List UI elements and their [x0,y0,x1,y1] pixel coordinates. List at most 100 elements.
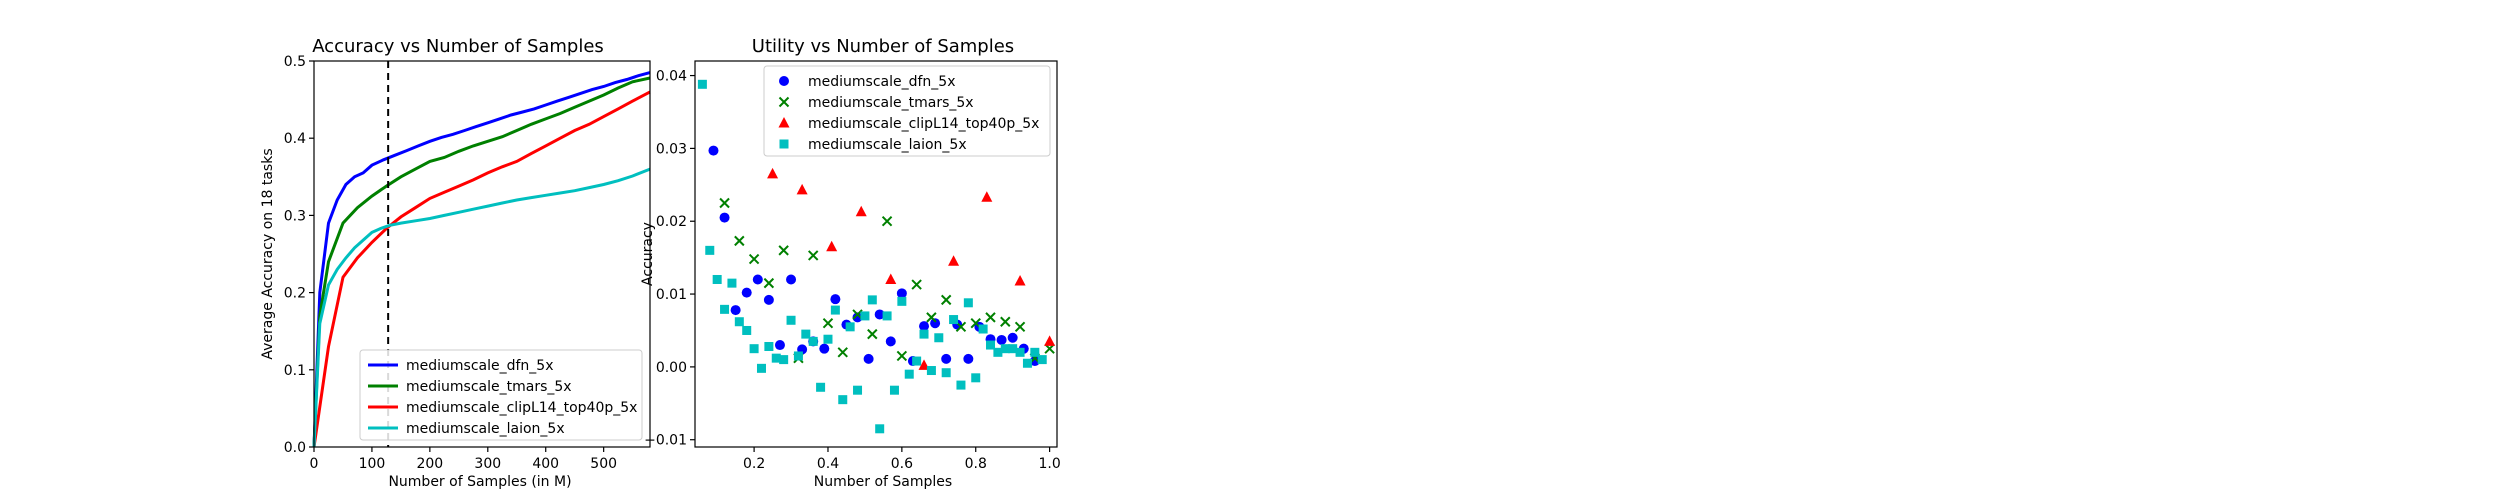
chart2-point-series-0 [930,318,941,329]
chart1-x-tick-label: 0 [310,456,319,472]
chart1-x-axis-label: Number of Samples (in M) [388,474,571,490]
chart2-point-series-2 [855,205,867,217]
chart2-legend-swatch [779,76,789,86]
chart1-legend-label: mediumscale_dfn_5x [406,358,554,374]
chart2-point-series-3 [764,341,774,351]
chart1-y-tick-label: 0.2 [284,286,306,302]
chart1-series-line-3 [312,167,651,448]
chart2-point-series-3 [963,298,973,308]
chart2-x-tick-label: 1.0 [1038,456,1060,472]
chart2-point-series-3 [882,311,892,321]
chart2-point-series-1 [748,253,760,265]
chart2-point-series-3 [808,336,818,346]
chart2-x-tick-label: 0.8 [965,456,987,472]
chart2-point-series-3 [779,355,789,365]
chart2-point-series-3 [912,356,922,366]
chart2-point-series-3 [1030,347,1040,357]
chart2-point-series-1 [763,277,775,289]
chart2-legend-swatch [779,139,789,149]
chart2-point-series-0 [819,343,830,354]
chart2-point-series-1 [867,328,878,340]
chart2-point-series-3 [867,295,877,305]
chart2-legend-swatch [778,117,790,128]
chart1-legend-label: mediumscale_tmars_5x [406,379,572,395]
chart2-legend-label: mediumscale_clipL14_top40p_5x [808,116,1039,132]
chart2-point-series-0 [719,212,730,223]
chart2-point-series-3 [793,351,803,361]
chart2-x-axis-label: Number of Samples [814,474,952,490]
chart2-point-series-1 [837,347,848,358]
chart2-point-series-0 [963,353,974,364]
chart2-point-series-3 [734,317,744,327]
chart2-axes-frame [694,60,1058,448]
chart2-point-series-0 [874,309,885,320]
chart2-point-series-3 [705,245,715,255]
chart1-x-tick-label: 200 [416,456,443,472]
utility-chart: Utility vs Number of Samples 0.2 0.4 0.6 0.… [640,36,1061,490]
chart2-point-series-1 [940,294,952,306]
chart2-point-series-0 [730,305,741,316]
chart2-point-series-2 [948,255,960,266]
chart2-point-series-3 [720,304,730,314]
chart1-y-tick-label: 0.5 [284,54,306,70]
chart2-point-series-3 [1008,344,1018,354]
chart1-plot-area [312,60,651,448]
chart2-point-series-0 [941,353,952,364]
chart2-point-series-3 [756,363,766,373]
chart1-x-tick-label: 500 [590,456,617,472]
chart2-point-series-3 [986,340,996,350]
chart2-point-series-3 [1037,355,1047,365]
chart2-point-series-1 [911,279,922,290]
chart2-title: Utility vs Number of Samples [752,36,1014,57]
chart1-y-tick-label: 0.0 [284,440,306,456]
chart2-point-series-3 [978,324,988,334]
chart2-x-ticks: 0.2 0.4 0.6 0.8 1.0 [743,447,1061,472]
chart2-point-series-1 [896,350,908,362]
chart2-x-tick-label: 0.4 [817,456,839,472]
chart2-point-series-1 [807,250,819,261]
chart2-point-series-3 [838,395,848,405]
chart2-point-series-3 [749,344,759,354]
chart2-legend-box [763,65,1051,157]
chart2-point-series-3 [742,325,752,335]
chart2-point-series-0 [774,340,785,351]
chart1-title: Accuracy vs Number of Samples [312,36,604,57]
chart1-series-line-2 [312,90,651,448]
chart2-y-tick-label: 0.03 [656,141,687,157]
chart2-point-series-3 [926,366,936,376]
chart2-point-series-3 [1015,347,1025,357]
chart2-point-series-1 [1000,316,1011,327]
chart2-point-series-0 [852,312,863,323]
chart1-legend-label: mediumscale_clipL14_top40p_5x [406,400,637,416]
chart2-point-series-2 [918,359,930,370]
chart2-point-series-1 [719,197,730,209]
chart2-point-series-3 [949,315,959,325]
chart2-point-series-3 [956,380,966,390]
chart2-point-series-3 [771,353,781,363]
chart2-point-series-0 [885,336,896,347]
chart1-y-tick-label: 0.3 [284,208,306,224]
chart2-x-tick-label: 0.6 [891,456,913,472]
chart2-point-series-0 [896,288,907,299]
chart2-point-series-1 [926,312,937,323]
chart2-point-series-0 [919,321,930,332]
chart2-point-series-3 [697,79,707,89]
chart2-point-series-3 [712,274,722,284]
chart2-point-series-3 [823,334,833,344]
chart2-point-series-3 [875,424,885,434]
chart1-axes-frame [313,60,651,448]
chart2-point-series-3 [860,311,870,321]
chart2-point-series-3 [993,347,1003,357]
chart2-point-series-1 [734,235,745,247]
chart2-point-series-2 [1014,274,1026,286]
chart1-y-ticks: 0.0 0.1 0.2 0.3 0.4 0.5 [284,54,314,456]
chart2-point-series-0 [1007,332,1018,343]
chart1-series-line-0 [312,71,651,448]
chart2-point-series-3 [934,333,944,343]
chart1-legend-box [359,349,643,441]
chart2-point-series-3 [853,385,863,395]
chart2-point-series-1 [822,317,834,329]
chart2-y-tick-label: 0.01 [656,287,687,303]
chart2-point-series-3 [786,315,796,325]
chart2-point-series-0 [996,334,1007,345]
